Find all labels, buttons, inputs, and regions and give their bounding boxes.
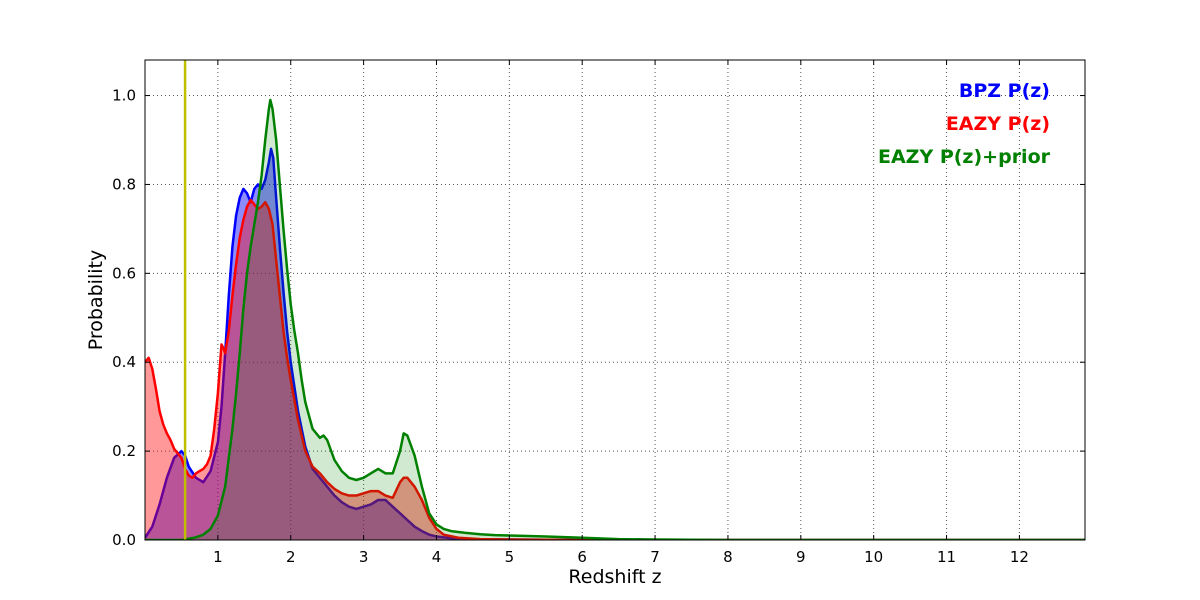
svg-text:11: 11 <box>937 548 956 566</box>
svg-text:12: 12 <box>1010 548 1029 566</box>
svg-text:9: 9 <box>796 548 806 566</box>
legend-item-eazy-prior: EAZY P(z)+prior <box>877 146 1050 168</box>
svg-text:4: 4 <box>432 548 442 566</box>
y-axis-label: Probability <box>85 249 107 351</box>
svg-text:5: 5 <box>505 548 515 566</box>
svg-text:1.0: 1.0 <box>112 87 136 105</box>
svg-text:7: 7 <box>650 548 660 566</box>
svg-text:0.2: 0.2 <box>112 442 136 460</box>
legend-item-eazy: EAZY P(z) <box>945 113 1050 135</box>
svg-text:8: 8 <box>723 548 733 566</box>
legend-item-bpz: BPZ P(z) <box>958 80 1050 102</box>
legend: BPZ P(z) EAZY P(z) EAZY P(z)+prior <box>878 80 1050 168</box>
svg-text:3: 3 <box>359 548 369 566</box>
svg-text:1: 1 <box>213 548 223 566</box>
svg-text:0.6: 0.6 <box>112 264 136 282</box>
svg-text:2: 2 <box>286 548 296 566</box>
x-axis-label: Redshift z <box>568 566 662 588</box>
svg-text:0.8: 0.8 <box>112 175 136 193</box>
svg-text:0.0: 0.0 <box>112 531 136 549</box>
svg-text:6: 6 <box>577 548 587 566</box>
svg-text:0.4: 0.4 <box>112 353 136 371</box>
svg-text:10: 10 <box>864 548 883 566</box>
